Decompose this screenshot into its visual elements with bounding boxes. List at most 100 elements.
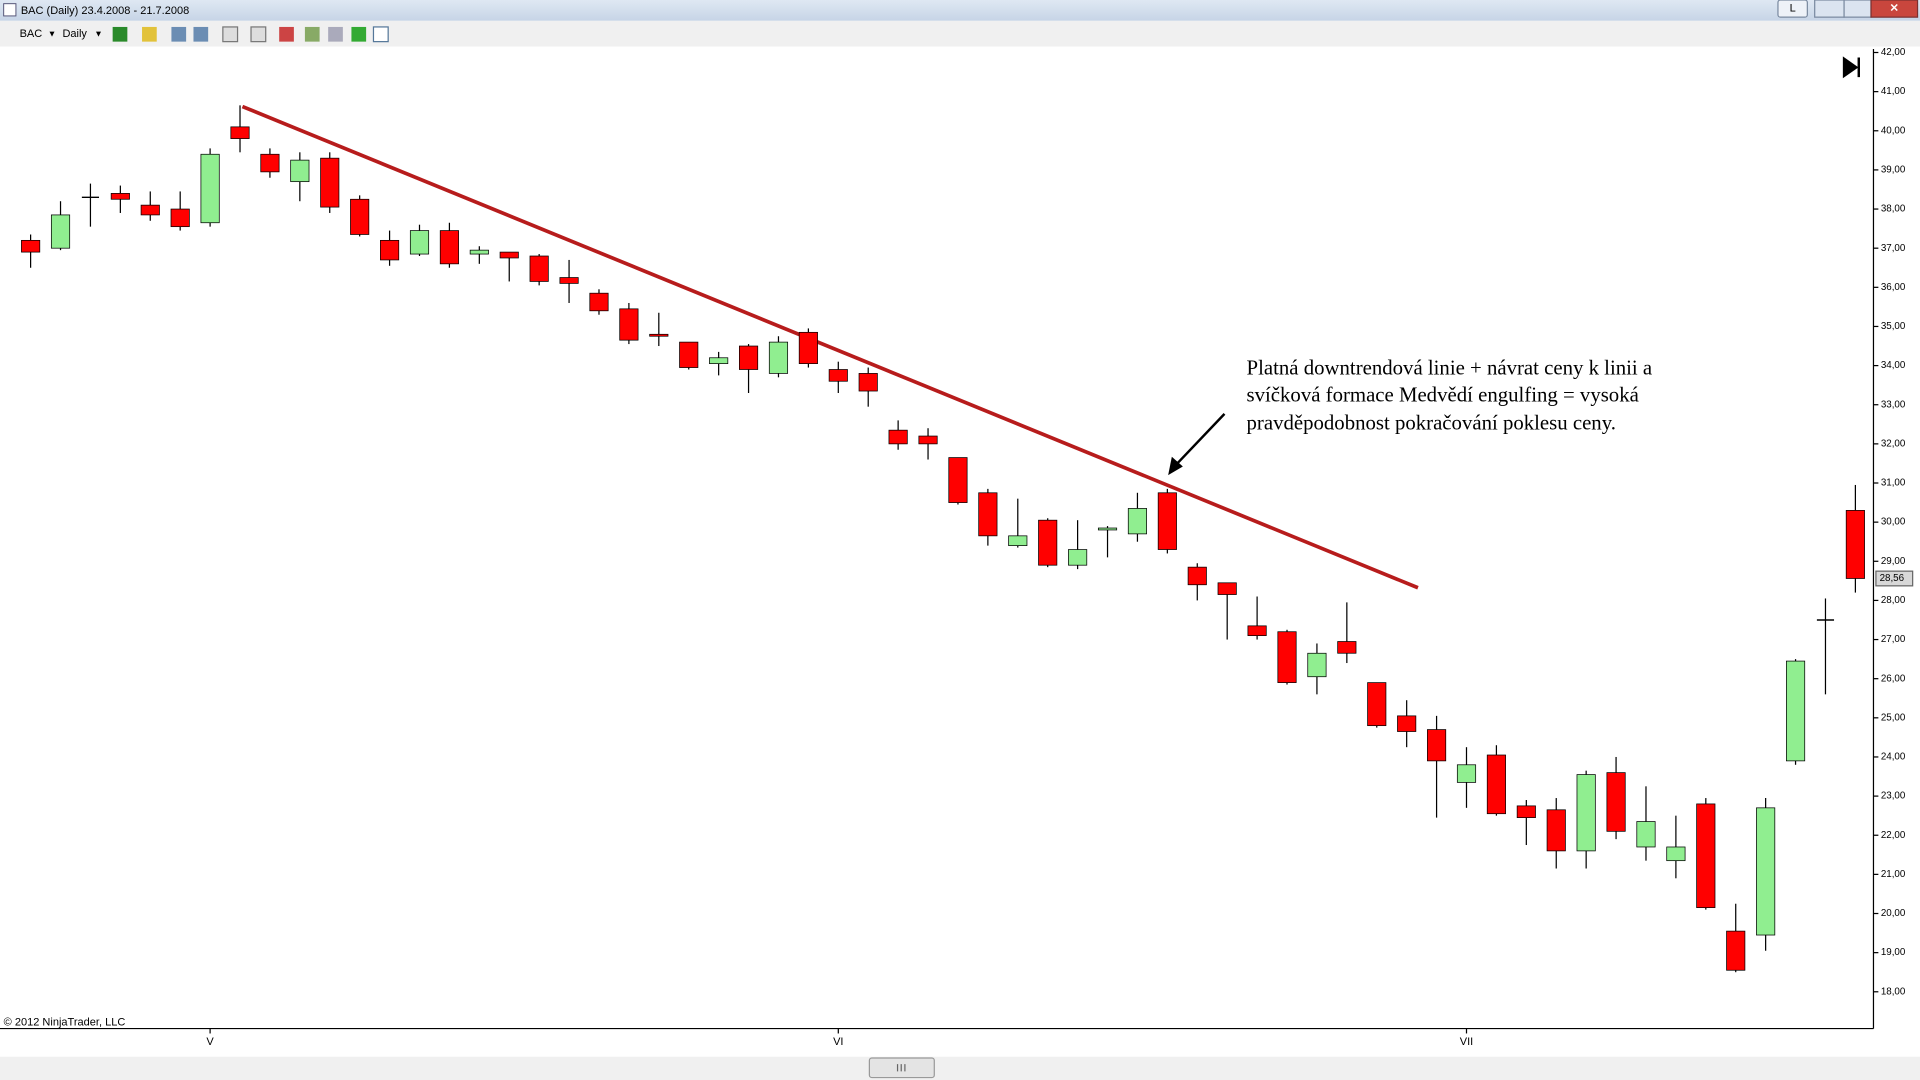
candle-body	[200, 153, 220, 224]
y-tick-label: 32,00	[1881, 438, 1906, 449]
candle-body	[1606, 772, 1626, 832]
candle-body	[110, 193, 130, 200]
toolbar	[0, 20, 1920, 47]
candle-body	[559, 277, 579, 284]
y-tick-label: 37,00	[1881, 243, 1906, 254]
candle-body	[1367, 682, 1387, 727]
candle-body	[1546, 809, 1566, 852]
y-tick-label: 22,00	[1881, 830, 1906, 841]
candle-body	[1397, 715, 1417, 732]
maximize-button[interactable]	[1843, 0, 1872, 18]
y-tick-label: 35,00	[1881, 321, 1906, 332]
candle-body	[170, 208, 190, 228]
y-tick-label: 24,00	[1881, 752, 1906, 763]
candle-body	[828, 369, 848, 382]
candle-body	[1516, 805, 1536, 818]
annotation-line: pravděpodobnost pokračování poklesu ceny…	[1247, 411, 1616, 435]
candle-body	[469, 249, 489, 255]
last-price-label: 28,56	[1880, 573, 1905, 584]
y-tick-label: 23,00	[1881, 791, 1906, 802]
data-box-icon[interactable]	[250, 26, 267, 43]
strategy-icon[interactable]	[328, 26, 343, 42]
window-title: BAC (Daily) 23.4.2008 - 21.7.2008	[21, 5, 189, 17]
x-tick-label: V	[206, 1036, 214, 1048]
draw-tool-icon[interactable]	[142, 26, 157, 42]
candle-body	[230, 126, 250, 139]
y-tick-label: 29,00	[1881, 556, 1906, 567]
copyright: © 2012 NinjaTrader, LLC	[4, 1016, 126, 1028]
y-tick-label: 25,00	[1881, 712, 1906, 723]
candle-body	[1307, 652, 1327, 678]
candle-body	[978, 492, 998, 537]
candle-body	[1337, 641, 1357, 654]
instrument-selector[interactable]: BAC	[20, 28, 43, 40]
y-tick-label: 41,00	[1881, 86, 1906, 97]
candle-body	[948, 457, 968, 503]
minimize-button[interactable]	[1814, 0, 1845, 18]
candle-body	[1247, 625, 1267, 637]
app-icon	[3, 3, 17, 17]
trend-line	[241, 104, 1419, 590]
y-tick-label: 33,00	[1881, 399, 1906, 410]
candle-body	[649, 333, 669, 337]
toolbar-icons	[112, 26, 389, 43]
candle-body	[589, 292, 609, 312]
y-tick-label: 36,00	[1881, 282, 1906, 293]
candle-body	[679, 341, 699, 368]
y-tick-label: 21,00	[1881, 869, 1906, 880]
interval-selector[interactable]: Daily	[62, 28, 87, 40]
candle-body	[858, 373, 878, 392]
y-tick-label: 27,00	[1881, 634, 1906, 645]
candle-body	[1666, 846, 1686, 862]
scrollbar[interactable]	[0, 1056, 1920, 1080]
title-bar	[0, 0, 1920, 21]
link-icon: L	[1790, 2, 1796, 14]
zoom-in-icon[interactable]	[171, 26, 187, 42]
candle-body	[709, 357, 729, 365]
close-button[interactable]	[1870, 0, 1919, 18]
candle-body	[1127, 508, 1147, 535]
candle-body	[1008, 535, 1028, 546]
candle-body	[1097, 527, 1118, 531]
dropdown-arrow: ▼	[94, 29, 102, 39]
candle-body	[1756, 807, 1776, 936]
dropdown-arrow: ▼	[48, 29, 56, 39]
pointer-icon[interactable]	[222, 26, 239, 43]
candle-body	[1456, 764, 1477, 783]
last-price-box	[1875, 570, 1914, 587]
scroll-to-end[interactable]	[1842, 56, 1860, 79]
y-tick-label: 34,00	[1881, 360, 1906, 371]
candle-body	[1217, 582, 1237, 595]
y-tick-label: 26,00	[1881, 673, 1906, 684]
candle-body	[1486, 754, 1506, 815]
candle-body	[1636, 821, 1656, 848]
candle-body	[380, 239, 400, 261]
y-tick-label: 38,00	[1881, 204, 1906, 215]
scroll-grip	[896, 1064, 906, 1072]
y-tick-label: 31,00	[1881, 478, 1906, 489]
x-tick-label: VI	[833, 1036, 843, 1048]
y-tick-label: 39,00	[1881, 165, 1906, 176]
candle-body	[21, 239, 41, 253]
candle-body	[1277, 631, 1297, 683]
candle-body	[50, 214, 71, 249]
link-button[interactable]	[1777, 0, 1808, 18]
candle-body	[918, 435, 938, 445]
x-tick-label: VII	[1460, 1036, 1473, 1048]
candle-body	[1696, 803, 1716, 909]
chart-style-icon[interactable]	[112, 26, 128, 42]
candle-body	[529, 255, 549, 282]
candle-body	[1576, 774, 1596, 852]
candle-body	[1786, 660, 1806, 762]
properties-icon[interactable]	[372, 26, 389, 43]
candle-body	[798, 331, 818, 365]
candle-body	[260, 153, 280, 173]
zoom-out-icon[interactable]	[193, 26, 209, 42]
indicator-icon[interactable]	[304, 26, 320, 42]
candle-body	[439, 230, 459, 265]
instrument-icon[interactable]	[279, 26, 294, 42]
order-icon[interactable]	[351, 26, 367, 42]
y-tick-label: 18,00	[1881, 986, 1906, 997]
